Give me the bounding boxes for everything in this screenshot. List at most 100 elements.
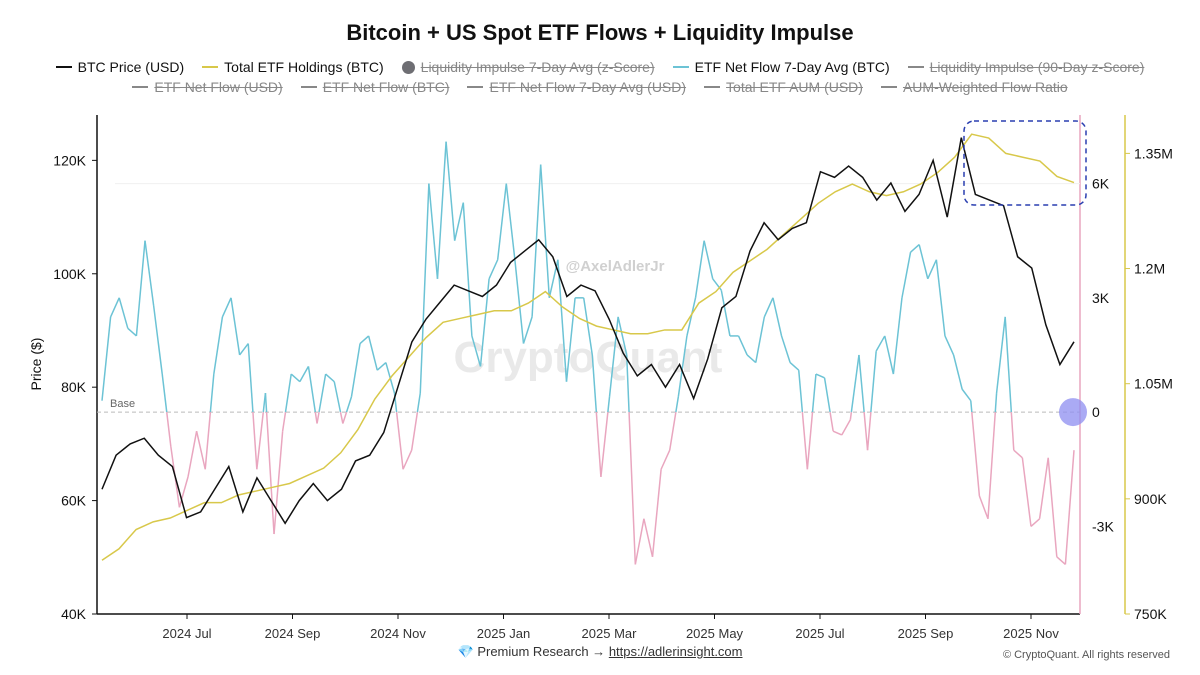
etf-flow-segment xyxy=(651,469,662,557)
etf-flow-segment xyxy=(273,431,284,535)
etf-flow-segment xyxy=(419,183,430,394)
left-tick-label: 40K xyxy=(61,606,87,622)
etf-flow-segment xyxy=(318,373,327,413)
etf-flow-segment xyxy=(918,244,929,279)
legend-label: ETF Net Flow 7-Day Avg (BTC) xyxy=(694,59,890,75)
legend-item-6[interactable]: ETF Net Flow (BTC) xyxy=(300,79,450,95)
legend-line-icon xyxy=(300,86,317,88)
etf-flow-segment xyxy=(686,297,697,337)
etf-flow-segment xyxy=(118,297,129,329)
etf-flow-segment xyxy=(325,373,335,383)
footer: 💎 Premium Research → https://adlerinsigh… xyxy=(0,644,1200,660)
etf-flow-segment xyxy=(230,297,241,356)
legend-line-icon xyxy=(202,66,219,68)
etf-flow-segment xyxy=(290,373,301,383)
etf-flow-segment xyxy=(617,316,628,356)
chart-title: Bitcoin + US Spot ETF Flows + Liquidity … xyxy=(346,20,854,45)
etf-flow-segment xyxy=(345,396,353,413)
mid-tick-label: 6K xyxy=(1092,176,1110,192)
legend-dot-icon xyxy=(401,60,415,74)
etf-flow-segment xyxy=(376,362,387,371)
x-tick-label: 2024 Nov xyxy=(370,626,426,641)
footer-link[interactable]: https://adlerinsight.com xyxy=(608,644,743,659)
left-tick-label: 80K xyxy=(61,379,87,395)
etf-flow-segment xyxy=(643,518,654,558)
etf-flow-segment xyxy=(1056,556,1066,566)
etf-flow-segment xyxy=(677,335,688,397)
etf-flow-segment xyxy=(927,259,938,280)
legend-item-5[interactable]: ETF Net Flow (USD) xyxy=(132,79,283,95)
legend-item-9[interactable]: AUM-Weighted Flow Ratio xyxy=(880,79,1068,95)
etf-flow-segment xyxy=(127,327,137,337)
etf-flow-segment xyxy=(557,259,568,382)
btc-price-line xyxy=(101,137,1075,525)
etf-flow-segment xyxy=(772,297,783,337)
etf-flow-segment xyxy=(350,343,361,397)
etf-flow-segment xyxy=(178,476,189,508)
etf-flow-segment xyxy=(971,412,981,496)
right-tick-label: 1.05M xyxy=(1134,376,1173,392)
legend-item-7[interactable]: ETF Net Flow 7-Day Avg (USD) xyxy=(467,79,686,95)
etf-flow-segment xyxy=(961,388,972,402)
etf-flow-segment xyxy=(522,316,533,344)
etf-flow-segment xyxy=(850,354,860,413)
legend-label: BTC Price (USD) xyxy=(77,59,185,75)
etf-flow-segment xyxy=(595,412,602,477)
etf-flow-segment xyxy=(428,183,439,279)
etf-flow-segment xyxy=(195,430,206,470)
etf-flow-segment xyxy=(1004,316,1013,413)
etf-flow-segment xyxy=(505,183,516,260)
etf-flow-segment xyxy=(841,419,852,436)
etf-flow-segment xyxy=(462,202,473,336)
legend-item-1[interactable]: Total ETF Holdings (BTC) xyxy=(202,59,384,75)
left-tick-label: 120K xyxy=(53,152,86,168)
x-tick-label: 2024 Jul xyxy=(162,626,211,641)
etf-flow-segment xyxy=(823,377,831,413)
etf-flow-segment xyxy=(410,412,419,451)
etf-flow-segment xyxy=(1010,412,1015,451)
etf-flow-segment xyxy=(109,297,120,318)
etf-flow-segment xyxy=(213,316,224,375)
etf-flow-segment xyxy=(161,373,168,413)
legend-item-0[interactable]: BTC Price (USD) xyxy=(55,59,185,75)
etf-flow-segment xyxy=(754,316,766,363)
etf-flow-segment xyxy=(780,335,791,363)
legend-line-icon xyxy=(880,86,897,88)
etf-flow-segment xyxy=(1047,457,1058,557)
legend-row-2: ETF Net Flow (USD) ETF Net Flow (BTC) ETF … xyxy=(0,79,1200,95)
x-tick-label: 2025 May xyxy=(686,626,744,641)
etf-flow-segment xyxy=(204,412,212,470)
etf-flow-segment xyxy=(694,240,705,298)
mid-tick-label: 0 xyxy=(1092,404,1100,420)
etf-flow-segment xyxy=(849,412,853,420)
etf-flow-segment xyxy=(944,335,955,356)
annotation-box xyxy=(963,120,1087,206)
right-tick-label: 900K xyxy=(1134,491,1167,507)
etf-flow-segment xyxy=(144,240,155,306)
etf-flow-segment xyxy=(299,366,310,383)
gem-icon: 💎 xyxy=(457,644,474,659)
etf-flow-segment xyxy=(187,431,198,478)
etf-flow-segment xyxy=(239,343,249,356)
etf-flow-segment xyxy=(402,449,413,470)
etf-flow-segment xyxy=(607,396,611,413)
legend-item-2[interactable]: Liquidity Impulse 7-Day Avg (z-Score) xyxy=(401,59,655,75)
etf-flow-segment xyxy=(712,278,722,291)
right-tick-label: 1.35M xyxy=(1134,145,1173,161)
right-tick-label: 750K xyxy=(1134,606,1167,622)
legend-item-3[interactable]: ETF Net Flow 7-Day Avg (BTC) xyxy=(672,59,890,75)
etf-flow-segment xyxy=(737,335,748,356)
etf-flow-segment xyxy=(863,412,869,451)
legend-label: ETF Net Flow (BTC) xyxy=(322,79,450,95)
legend-line-icon xyxy=(467,86,484,88)
legend-line-icon xyxy=(907,66,924,68)
etf-flow-segment xyxy=(539,164,551,298)
etf-flow-segment xyxy=(445,141,456,241)
etf-flow-segment xyxy=(307,366,317,413)
legend-item-8[interactable]: Total ETF AUM (USD) xyxy=(704,79,863,95)
etf-flow-segment xyxy=(101,316,112,401)
etf-flow-segment xyxy=(339,411,344,424)
etf-flow-segment xyxy=(565,297,576,382)
legend-item-4[interactable]: Liquidity Impulse (90-Day z-Score) xyxy=(907,59,1144,75)
